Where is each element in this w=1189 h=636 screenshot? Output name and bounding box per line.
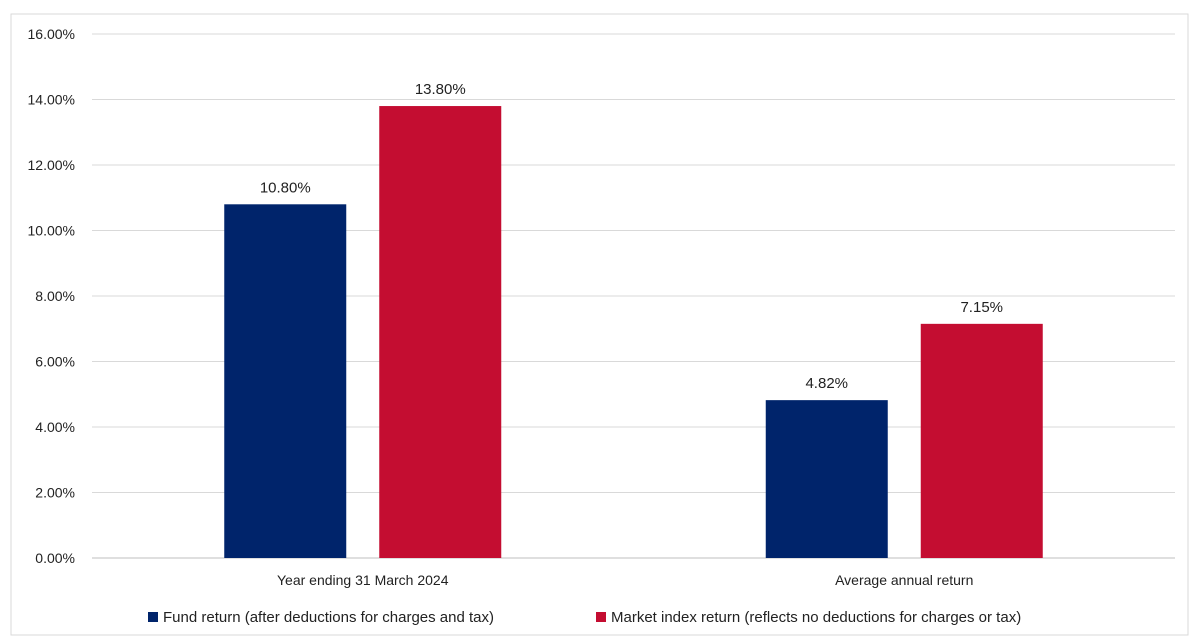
y-tick-label: 14.00% <box>28 92 75 108</box>
y-tick-label: 4.00% <box>35 419 75 435</box>
category-labels: Year ending 31 March 2024 Average annual … <box>277 572 973 588</box>
category-label: Average annual return <box>835 572 973 588</box>
y-axis-ticks: 0.00% 2.00% 4.00% 6.00% 8.00% 10.00% 12.00% 14.… <box>28 26 75 566</box>
y-tick-label: 10.00% <box>28 223 75 239</box>
bar-fund-0 <box>224 204 347 559</box>
legend-label-fund: Fund return (after deductions for charge… <box>163 609 494 626</box>
y-tick-label: 6.00% <box>35 354 75 370</box>
bar-market-1 <box>920 323 1043 558</box>
legend-swatch-fund <box>148 612 158 622</box>
data-labels: 10.80% 13.80% 4.82% 7.15% <box>260 81 1003 392</box>
y-tick-label: 12.00% <box>28 157 75 173</box>
bar-fund-1 <box>765 400 888 558</box>
category-label: Year ending 31 March 2024 <box>277 572 449 588</box>
data-label: 10.80% <box>260 179 311 196</box>
y-tick-label: 16.00% <box>28 26 75 42</box>
y-tick-label: 8.00% <box>35 288 75 304</box>
bars <box>224 106 1043 559</box>
data-label: 13.80% <box>415 81 466 98</box>
legend-swatch-market <box>596 612 606 622</box>
data-label: 7.15% <box>960 299 1003 316</box>
bar-market-0 <box>379 106 502 559</box>
legend-label-market: Market index return (reflects no deducti… <box>611 609 1021 626</box>
y-tick-label: 0.00% <box>35 550 75 566</box>
y-tick-label: 2.00% <box>35 485 75 501</box>
data-label: 4.82% <box>805 375 848 392</box>
legend: Fund return (after deductions for charge… <box>148 609 1021 626</box>
